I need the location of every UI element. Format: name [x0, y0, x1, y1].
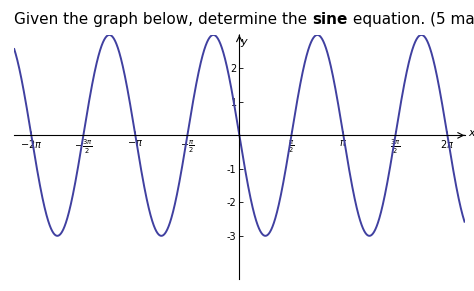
- Text: $y$: $y$: [240, 37, 249, 49]
- Text: equation. (5 marks): equation. (5 marks): [347, 12, 474, 27]
- Text: sine: sine: [312, 12, 347, 27]
- Text: $x$: $x$: [468, 128, 474, 138]
- Text: Given the graph below, determine the: Given the graph below, determine the: [14, 12, 312, 27]
